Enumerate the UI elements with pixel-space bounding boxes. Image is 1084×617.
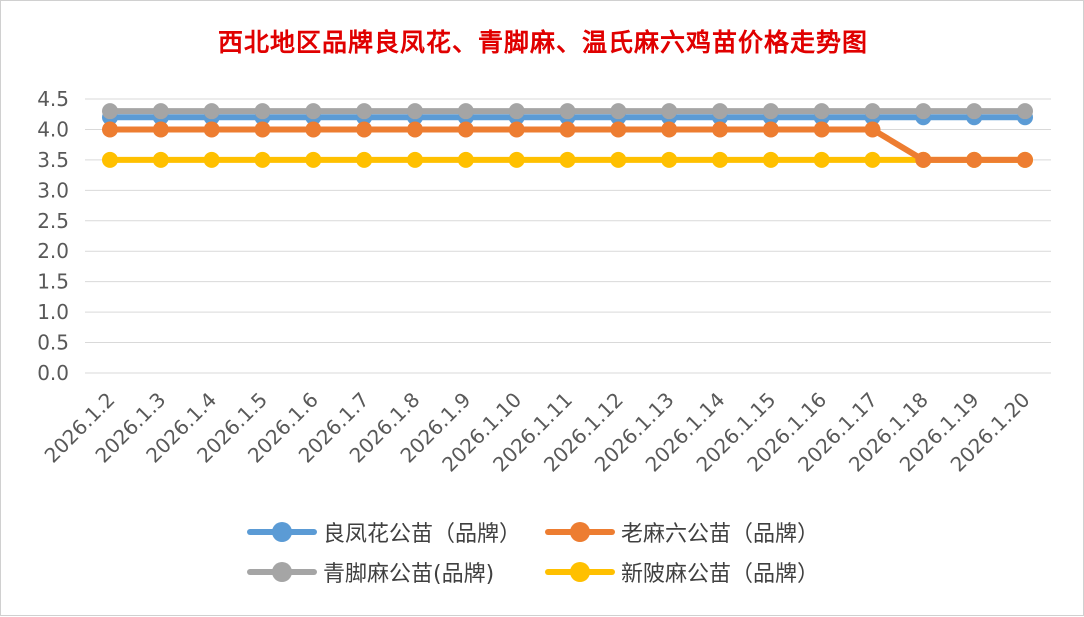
data-point (509, 152, 525, 168)
legend-item-laomaliu: 老麻六公苗（品牌） (543, 517, 819, 547)
data-point (407, 152, 423, 168)
y-tick-label: 1.0 (37, 300, 69, 324)
y-tick-label: 4.0 (37, 117, 69, 141)
data-point (407, 121, 423, 137)
legend-item-xinpima: 新陂麻公苗（品牌） (543, 557, 819, 587)
data-point (814, 121, 830, 137)
y-axis: 0.0 0.5 1.0 1.5 2.0 2.5 3.0 3.5 4.0 4.5 (37, 87, 69, 385)
data-point (255, 121, 271, 137)
data-point (255, 103, 271, 119)
data-point (560, 152, 576, 168)
legend-swatch (543, 517, 617, 547)
y-tick-label: 0.0 (37, 361, 69, 385)
data-point (610, 121, 626, 137)
data-point (712, 121, 728, 137)
data-point (966, 103, 982, 119)
data-point (763, 121, 779, 137)
data-point (915, 152, 931, 168)
data-point (153, 121, 169, 137)
y-tick-label: 3.0 (37, 178, 69, 202)
data-point (560, 121, 576, 137)
legend-label: 良凤花公苗（品牌） (323, 516, 521, 548)
legend-dot (570, 562, 590, 582)
y-tick-label: 3.5 (37, 148, 69, 172)
legend-swatch (245, 557, 319, 587)
data-point (814, 152, 830, 168)
data-point (204, 121, 220, 137)
series-4 (102, 152, 1033, 168)
data-point (661, 152, 677, 168)
data-point (458, 103, 474, 119)
y-tick-label: 1.5 (37, 270, 69, 294)
legend-label: 青脚麻公苗(品牌) (323, 556, 494, 588)
data-point (305, 121, 321, 137)
data-point (255, 152, 271, 168)
legend-label: 老麻六公苗（品牌） (621, 516, 819, 548)
y-tick-label: 4.5 (37, 87, 69, 111)
legend-dot (272, 562, 292, 582)
legend-label: 新陂麻公苗（品牌） (621, 556, 819, 588)
legend-swatch (543, 557, 617, 587)
data-point (305, 152, 321, 168)
data-point (102, 103, 118, 119)
legend-swatch (245, 517, 319, 547)
y-tick-label: 0.5 (37, 331, 69, 355)
data-point (509, 121, 525, 137)
data-point (407, 103, 423, 119)
data-point (610, 103, 626, 119)
data-point (560, 103, 576, 119)
legend-item-liangfenghua: 良凤花公苗（品牌） (245, 517, 521, 547)
legend-item-qingjiaoma: 青脚麻公苗(品牌) (245, 557, 494, 587)
data-point (102, 121, 118, 137)
data-point (915, 103, 931, 119)
data-point (356, 121, 372, 137)
data-point (153, 152, 169, 168)
data-point (610, 152, 626, 168)
data-point (763, 103, 779, 119)
data-point (865, 103, 881, 119)
y-tick-label: 2.5 (37, 209, 69, 233)
data-point (712, 103, 728, 119)
data-point (356, 103, 372, 119)
series-group (102, 103, 1033, 168)
y-tick-label: 2.0 (37, 239, 69, 263)
legend-dot (570, 522, 590, 542)
x-axis: 2026.1.22026.1.32026.1.42026.1.52026.1.6… (40, 388, 1035, 477)
data-point (712, 152, 728, 168)
data-point (661, 121, 677, 137)
data-point (865, 121, 881, 137)
legend-dot (272, 522, 292, 542)
data-point (204, 103, 220, 119)
data-point (305, 103, 321, 119)
data-point (865, 152, 881, 168)
data-point (1017, 152, 1033, 168)
data-point (204, 152, 220, 168)
gridlines (85, 99, 1051, 373)
data-point (458, 121, 474, 137)
data-point (102, 152, 118, 168)
data-point (356, 152, 372, 168)
data-point (153, 103, 169, 119)
data-point (966, 152, 982, 168)
data-point (458, 152, 474, 168)
data-point (661, 103, 677, 119)
data-point (1017, 103, 1033, 119)
data-point (763, 152, 779, 168)
data-point (814, 103, 830, 119)
data-point (509, 103, 525, 119)
